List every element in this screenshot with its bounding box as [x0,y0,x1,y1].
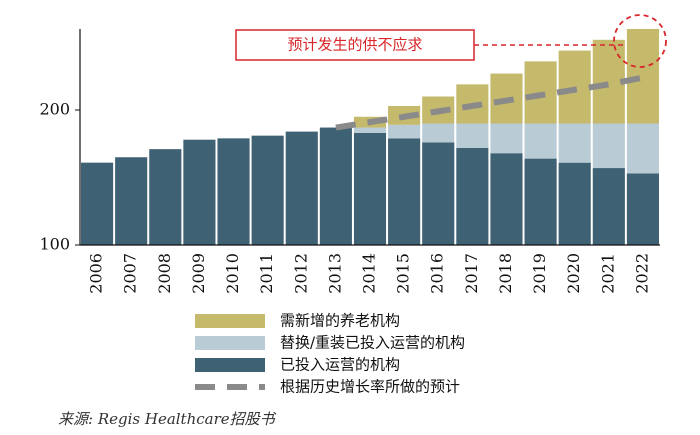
x-tick-label: 2014 [360,253,379,294]
legend-label: 替换/重装已投入运营的机构 [280,334,465,352]
bar-segment [388,124,421,139]
x-tick-label: 2016 [428,253,447,294]
x-tick-label: 2010 [223,253,242,294]
bar-segment [319,127,352,245]
bar-segment [353,127,387,133]
legend-label: 需新增的养老机构 [280,312,400,330]
x-tick-label: 2011 [257,253,276,294]
bar-segment [592,168,625,245]
y-tick-label: 100 [39,235,70,254]
bar-segment [524,123,557,159]
x-tick-label: 2012 [291,253,310,294]
bar-segment [388,138,421,245]
x-tick-label: 2013 [325,253,344,294]
bar-segment [217,138,250,245]
bar-segment [490,123,523,154]
x-tick-label: 2008 [155,253,174,294]
bar-segment [524,158,557,245]
bar-segment [626,173,659,245]
bar-segment [149,149,182,245]
y-tick-label: 200 [39,100,70,119]
bar-segment [592,39,625,124]
plot: 2006 2007 2008 2009 2010 2011 2012 2013 2014 2015… [39,29,660,396]
bar-segment [81,162,114,245]
bar-segment [558,123,591,163]
legend-label: 根据历史增长率所做的预计 [280,378,460,396]
x-tick-label: 2009 [189,253,208,294]
legend-label: 已投入运营的机构 [280,356,400,374]
bar-segment [251,135,284,245]
bar-segment [183,139,216,245]
x-tick-label: 2017 [462,253,481,294]
forecast-line [335,74,644,131]
x-tick-label: 2022 [632,253,651,294]
bar-segment [456,147,489,245]
x-tick-label: 2021 [598,253,617,294]
bar-segment [353,132,387,245]
bar-segment [558,162,591,245]
bar-segment [592,123,625,169]
bar-segment [626,29,659,124]
bar-segment [115,157,148,245]
bar-segment [626,123,659,174]
annotation-circle [613,14,667,68]
bar-segment [456,123,489,148]
x-tick-label: 2006 [87,253,106,294]
source: 来源: Regis Healthcare招股书 [58,410,277,428]
legend-swatch [195,358,265,372]
annotation-box [235,29,475,61]
legend-swatch [195,314,265,328]
bar-segment [285,131,318,245]
x-tick-label: 2018 [496,253,515,294]
x-tick-label: 2020 [564,253,583,294]
x-tick-label: 2007 [121,253,140,294]
annotation: 预计发生的供不应求 [287,36,422,54]
x-tick-label: 2019 [530,253,549,294]
bar-segment [422,142,455,245]
bar-segment [422,123,455,143]
x-tick-label: 2015 [394,253,413,294]
bar-segment [490,153,523,245]
legend-swatch [195,336,265,350]
